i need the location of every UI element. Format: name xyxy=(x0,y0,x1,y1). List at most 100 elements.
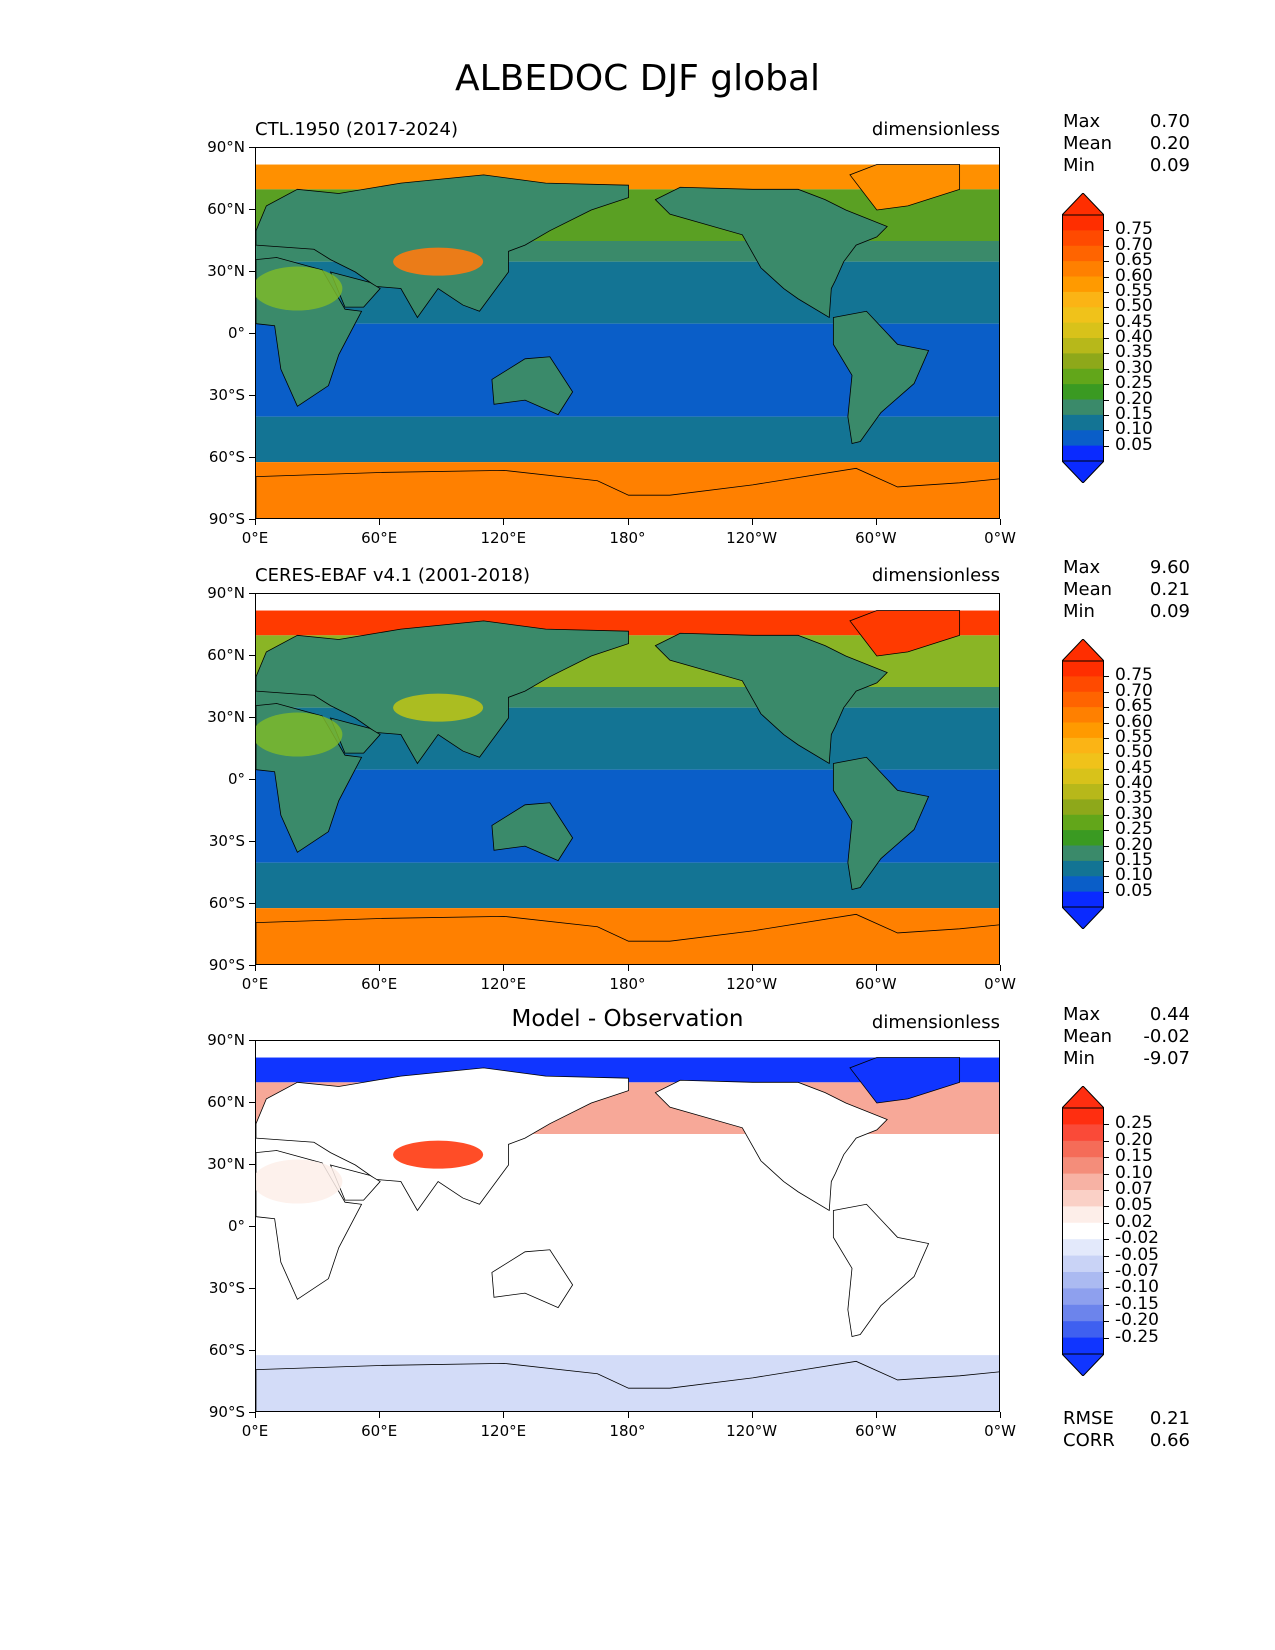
stat-value: 0.44 xyxy=(1149,1004,1190,1025)
y-tick-mark xyxy=(249,395,255,396)
colorbar-tick xyxy=(1104,1222,1109,1224)
x-tick-mark xyxy=(255,1412,256,1418)
y-tick-label: 90°S xyxy=(208,956,245,974)
y-tick-label: 30°S xyxy=(208,832,245,850)
colorbar-label: 0.55 xyxy=(1115,726,1153,747)
y-tick-label: 0° xyxy=(227,1217,245,1235)
x-tick-label: 120°E xyxy=(480,1422,527,1440)
x-tick-mark xyxy=(627,519,629,525)
india-arabia-outline xyxy=(329,717,381,754)
antarctica-outline xyxy=(256,913,999,964)
y-tick-mark xyxy=(249,1040,255,1041)
y-tick-mark xyxy=(249,147,255,148)
no-data-band xyxy=(256,594,999,611)
colorbar-label: 0.05 xyxy=(1115,880,1153,901)
y-tick-label: 90°N xyxy=(207,584,245,602)
colorbar-top-extend xyxy=(1060,192,1106,216)
colorbar-tick xyxy=(1104,1124,1109,1126)
colorbar-segment xyxy=(1062,322,1104,339)
colorbar-segment xyxy=(1062,1239,1104,1257)
colorbar-label: 0.05 xyxy=(1115,1195,1153,1216)
colorbar-segment xyxy=(1062,291,1104,308)
x-tick-mark xyxy=(751,1412,753,1418)
colorbar-segment xyxy=(1062,1337,1104,1355)
colorbar-tick xyxy=(1104,338,1109,339)
x-tick-label: 120°W xyxy=(726,1422,778,1440)
y-tick-mark xyxy=(249,593,255,594)
x-tick-mark xyxy=(875,519,877,525)
colorbar-segment xyxy=(1062,353,1104,370)
colorbar-segment xyxy=(1062,1288,1104,1306)
north-america-outline xyxy=(654,632,888,765)
australia-outline xyxy=(491,356,574,416)
x-tick-mark xyxy=(379,1412,381,1418)
desert-region xyxy=(256,1159,343,1204)
x-tick-label: 0°W xyxy=(984,529,1016,547)
colorbar-label: 0.07 xyxy=(1115,1179,1153,1199)
colorbar-segment xyxy=(1062,860,1104,877)
colorbar-label: 0.50 xyxy=(1115,742,1153,763)
colorbar-tick xyxy=(1104,261,1109,263)
y-tick-label: 60°N xyxy=(207,1093,245,1111)
x-tick-mark xyxy=(503,1412,505,1418)
greenland-outline xyxy=(849,164,961,211)
colorbar-tick xyxy=(1104,768,1109,770)
colorbar-tick xyxy=(1104,814,1109,816)
colorbar xyxy=(1060,638,1106,930)
colorbar-segment xyxy=(1062,737,1104,754)
colorbar-tick xyxy=(1104,737,1109,739)
colorbar-bottom-extend xyxy=(1060,460,1106,484)
y-tick-label: 30°S xyxy=(208,386,245,404)
stat-label: Min xyxy=(1063,601,1095,622)
x-tick-label: 120°E xyxy=(480,975,527,993)
x-tick-label: 60°W xyxy=(855,1422,897,1440)
colorbar-tick xyxy=(1104,753,1109,755)
y-tick-mark xyxy=(249,457,255,458)
x-tick-label: 180° xyxy=(609,529,646,547)
x-tick-mark xyxy=(627,1412,629,1418)
x-tick-label: 120°W xyxy=(726,529,778,547)
south-america-outline xyxy=(832,756,930,891)
australia-outline xyxy=(491,802,574,862)
colorbar-label: -0.05 xyxy=(1115,1244,1159,1265)
y-tick-label: 90°N xyxy=(207,138,245,156)
y-tick-mark xyxy=(249,903,255,904)
colorbar-tick xyxy=(1104,399,1109,401)
colorbar-label: 0.70 xyxy=(1115,680,1153,701)
colorbar-segment xyxy=(1062,276,1104,293)
stat-label: Mean xyxy=(1063,1026,1113,1047)
india-arabia-outline xyxy=(329,271,381,308)
map-plot xyxy=(255,1040,1000,1412)
x-tick-mark xyxy=(875,965,877,971)
y-tick-label: 60°S xyxy=(208,1341,245,1359)
north-america-outline xyxy=(654,1079,888,1212)
y-tick-label: 90°S xyxy=(208,1403,245,1421)
colorbar-label: 0.15 xyxy=(1115,849,1153,870)
colorbar-label: 0.10 xyxy=(1115,865,1153,886)
colorbar-label: 0.20 xyxy=(1115,1129,1153,1150)
colorbar-segment xyxy=(1062,876,1104,893)
x-tick-mark xyxy=(255,519,256,525)
colorbar-segment xyxy=(1062,1222,1104,1240)
colorbar-segment xyxy=(1062,830,1104,846)
colorbar-label: 0.35 xyxy=(1115,788,1153,809)
colorbar-tick xyxy=(1104,414,1109,416)
y-tick-label: 30°S xyxy=(208,1279,245,1297)
y-tick-mark xyxy=(249,841,255,842)
colorbar-segment xyxy=(1062,753,1104,770)
colorbar-tick xyxy=(1104,722,1109,724)
colorbar-tick xyxy=(1104,276,1109,278)
x-tick-mark xyxy=(1000,965,1001,971)
tibet-region xyxy=(393,1140,484,1169)
colorbar-tick xyxy=(1104,1190,1109,1191)
x-tick-label: 120°W xyxy=(726,975,778,993)
y-tick-mark xyxy=(249,655,255,656)
colorbar-segment xyxy=(1062,245,1104,262)
x-tick-label: 60°W xyxy=(855,529,897,547)
colorbar-label: 0.15 xyxy=(1115,403,1153,424)
stat-value: 0.70 xyxy=(1149,111,1190,132)
colorbar-segment xyxy=(1062,261,1104,277)
colorbar-tick xyxy=(1104,845,1109,847)
x-tick-mark xyxy=(1000,519,1001,525)
colorbar-segment xyxy=(1062,1124,1104,1142)
